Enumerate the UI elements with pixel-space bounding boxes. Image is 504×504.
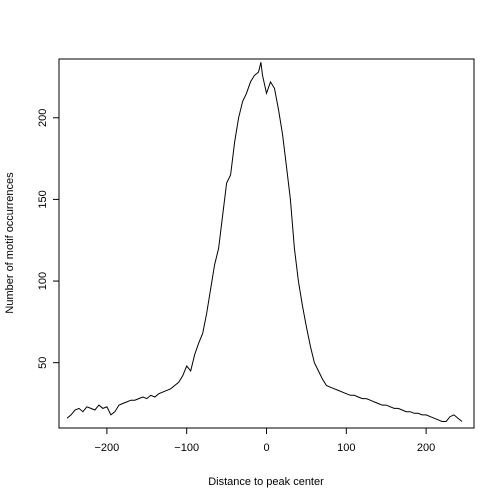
plot-frame	[58, 58, 475, 429]
x-tick-label: 100	[337, 442, 355, 454]
x-tick-label: 0	[263, 442, 269, 454]
y-tick-label: 100	[37, 272, 49, 290]
y-tick-label: 150	[37, 190, 49, 208]
series-line	[66, 62, 463, 422]
x-tick-label: −100	[174, 442, 199, 454]
x-axis: −200 −100 0 100 200	[94, 428, 435, 454]
y-tick-label: 200	[37, 109, 49, 127]
x-axis-label: Distance to peak center	[208, 476, 324, 488]
y-axis: 50 100 150 200	[37, 109, 59, 369]
y-tick-label: 50	[37, 357, 49, 369]
y-axis-label: Number of motif occurrences	[4, 172, 16, 314]
x-tick-label: 200	[417, 442, 435, 454]
x-tick-label: −200	[94, 442, 119, 454]
